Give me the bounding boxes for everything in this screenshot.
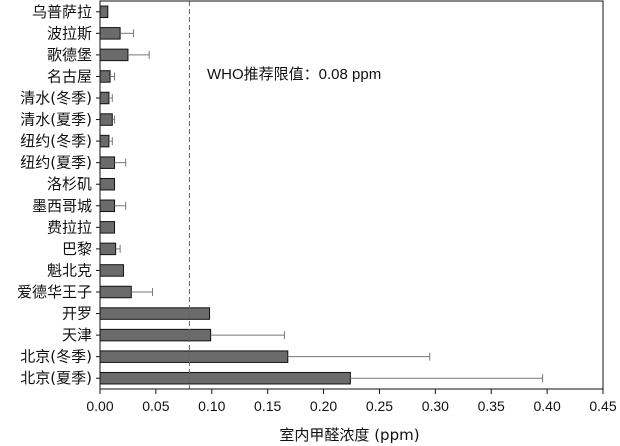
bar bbox=[99, 27, 121, 40]
category-label: 北京(夏季) bbox=[20, 369, 92, 387]
x-tick-label: 0.15 bbox=[254, 398, 281, 414]
category-label: 墨西哥城 bbox=[32, 197, 92, 215]
category-label: 纽约(冬季) bbox=[20, 132, 92, 150]
x-tick-label: 0.20 bbox=[310, 398, 337, 414]
who-reference-label: WHO推荐限值：0.08 ppm bbox=[207, 66, 381, 83]
plot-frame bbox=[99, 0, 604, 390]
bar bbox=[99, 328, 212, 342]
bar bbox=[99, 371, 351, 385]
bar bbox=[99, 307, 211, 320]
category-label: 北京(冬季) bbox=[20, 348, 92, 366]
bar bbox=[99, 70, 111, 83]
x-tick-label: 0.25 bbox=[366, 398, 393, 414]
category-label: 乌普萨拉 bbox=[32, 3, 92, 21]
bar bbox=[99, 242, 117, 256]
category-label: 洛杉矶 bbox=[47, 175, 92, 193]
category-label: 歌德堡 bbox=[47, 46, 92, 64]
bar bbox=[99, 350, 289, 363]
bar bbox=[99, 91, 110, 105]
category-label: 开罗 bbox=[62, 305, 92, 323]
bars-layer bbox=[99, 5, 351, 385]
category-label: 魁北克 bbox=[47, 261, 92, 279]
category-label: 爱德华王子 bbox=[17, 283, 92, 301]
x-tick-label: 0.30 bbox=[422, 398, 449, 414]
category-label: 费拉拉 bbox=[47, 218, 92, 236]
bar bbox=[99, 134, 110, 148]
bar bbox=[99, 48, 129, 62]
bar bbox=[99, 113, 113, 126]
bar bbox=[99, 264, 124, 277]
bar bbox=[99, 199, 116, 213]
bar bbox=[99, 156, 116, 169]
category-label: 纽约(夏季) bbox=[20, 154, 92, 172]
category-label: 巴黎 bbox=[62, 240, 92, 258]
bar bbox=[99, 5, 109, 19]
x-tick-label: 0.05 bbox=[142, 398, 169, 414]
x-tick-label: 0.40 bbox=[533, 398, 560, 414]
category-label: 清水(夏季) bbox=[20, 111, 92, 129]
category-label: 清水(冬季) bbox=[20, 89, 92, 107]
bar bbox=[99, 285, 132, 299]
error-bars-layer bbox=[108, 29, 544, 383]
category-label: 名古屋 bbox=[47, 67, 92, 85]
category-label: 波拉斯 bbox=[47, 24, 92, 42]
category-label: 天津 bbox=[62, 326, 92, 344]
x-axis-title: 室内甲醛浓度 (ppm) bbox=[279, 426, 419, 444]
x-tick-label: 0.10 bbox=[198, 398, 225, 414]
x-tick-label: 0.00 bbox=[86, 398, 113, 414]
bar bbox=[99, 177, 116, 191]
x-tick-label: 0.35 bbox=[478, 398, 505, 414]
bar bbox=[99, 221, 116, 234]
x-axis-ticks: 0.00 0.05 0.10 0.15 0.20 0.25 0.30 0.35 0.40 0.45 bbox=[86, 389, 617, 414]
x-tick-label: 0.45 bbox=[589, 398, 616, 414]
